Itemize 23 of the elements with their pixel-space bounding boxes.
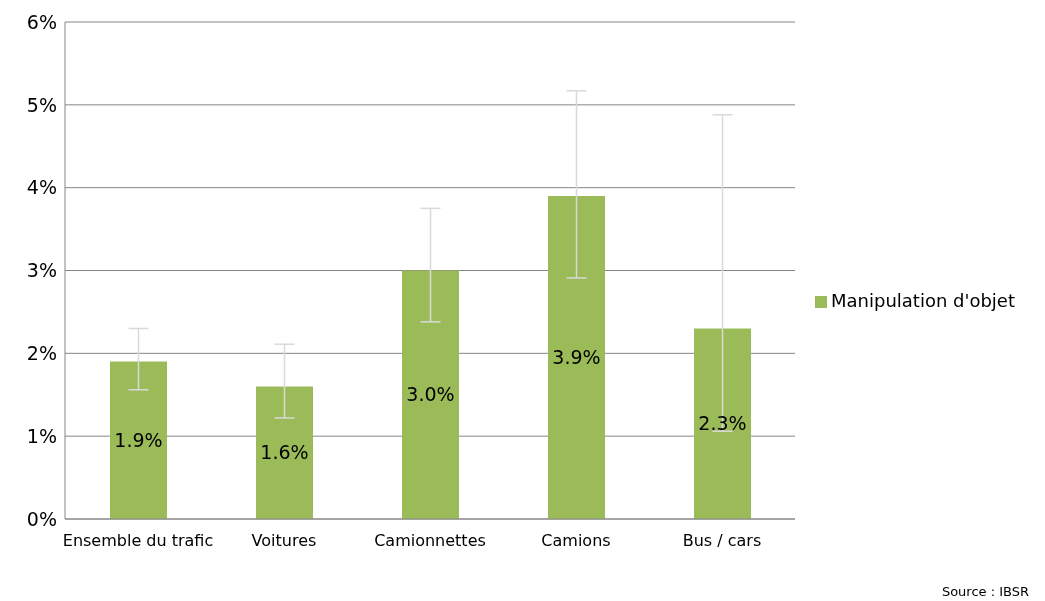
bar <box>402 270 460 519</box>
x-tick-label: Camions <box>541 531 611 551</box>
x-tick-label: Camionnettes <box>374 531 486 551</box>
bar <box>548 195 606 519</box>
y-tick-label: 0% <box>26 507 57 530</box>
y-tick-label: 2% <box>26 342 57 365</box>
bar <box>256 386 313 519</box>
legend-label: Manipulation d'objet <box>831 290 1015 311</box>
y-tick-label: 3% <box>26 259 57 282</box>
source-note: Source : IBSR <box>941 584 1029 599</box>
y-tick-label: 1% <box>26 424 57 447</box>
bar <box>110 361 167 519</box>
y-tick-label: 5% <box>26 93 57 116</box>
bar <box>694 328 752 519</box>
y-tick-label: 4% <box>26 176 57 199</box>
y-tick-label: 6% <box>26 10 57 33</box>
x-tick-label: Voitures <box>251 531 317 551</box>
data-label: 3.9% <box>552 346 601 369</box>
data-label: 1.9% <box>114 429 163 452</box>
x-tick-label: Ensemble du trafic <box>62 531 214 551</box>
data-label: 1.6% <box>260 441 309 464</box>
x-tick-label: Bus / cars <box>682 531 762 551</box>
data-label: 3.0% <box>406 383 455 406</box>
